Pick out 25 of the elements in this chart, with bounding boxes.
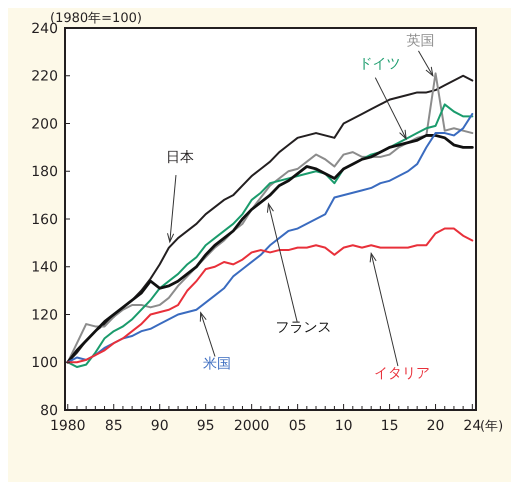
x-tick-label: 95 (196, 418, 215, 434)
y-tick-label: 120 (31, 307, 58, 324)
text: 米国 (203, 356, 232, 372)
x-tick-label: 90 (150, 418, 169, 434)
x-tick-label: 20 (426, 418, 444, 434)
text: イタリア (374, 366, 430, 382)
y-tick-label: 220 (31, 68, 58, 85)
y-tick-label: 100 (31, 355, 58, 372)
text: 日本 (166, 150, 194, 166)
x-tick-label: 05 (288, 418, 307, 434)
x-tick-label: 15 (380, 418, 398, 434)
x-axis-title: (年) (480, 419, 504, 434)
y-tick-label: 160 (31, 212, 58, 228)
y-tick-label: 80 (40, 402, 58, 419)
x-tick-label: 1980 (50, 418, 86, 434)
x-tick-label: 2000 (234, 418, 270, 434)
text: ドイツ (358, 56, 400, 72)
x-tick-label: 10 (334, 418, 353, 434)
y-tick-label: 140 (31, 260, 58, 276)
y-tick-label: 180 (31, 164, 58, 180)
x-tick-label: 85 (104, 418, 123, 434)
text: フランス (275, 320, 332, 336)
y-tick-label: 200 (31, 116, 58, 132)
series-label: 英国 (406, 33, 435, 50)
x-tick-label: 24 (463, 418, 482, 434)
